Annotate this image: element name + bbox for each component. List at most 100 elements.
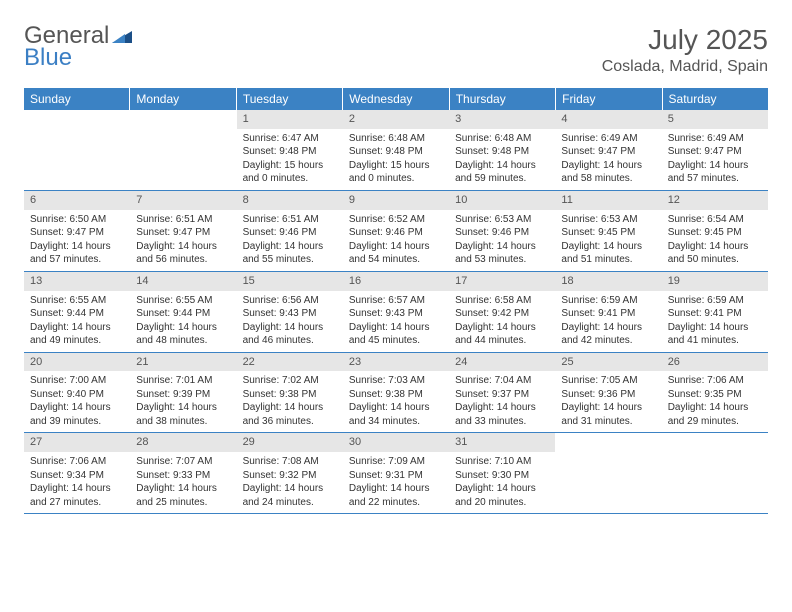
day-number: 26 [662,353,768,372]
day-number: 3 [449,110,555,129]
day-details: Sunrise: 6:53 AMSunset: 9:46 PMDaylight:… [449,210,555,271]
day-details: Sunrise: 6:47 AMSunset: 9:48 PMDaylight:… [237,129,343,190]
day-details: Sunrise: 7:10 AMSunset: 9:30 PMDaylight:… [449,452,555,513]
day-details: Sunrise: 7:01 AMSunset: 9:39 PMDaylight:… [130,371,236,432]
day-details: Sunrise: 6:48 AMSunset: 9:48 PMDaylight:… [449,129,555,190]
day-cell: 5Sunrise: 6:49 AMSunset: 9:47 PMDaylight… [662,110,768,190]
day-cell: 4Sunrise: 6:49 AMSunset: 9:47 PMDaylight… [555,110,661,190]
day-details: Sunrise: 6:51 AMSunset: 9:46 PMDaylight:… [237,210,343,271]
day-cell: 21Sunrise: 7:01 AMSunset: 9:39 PMDayligh… [130,353,236,433]
day-cell: 10Sunrise: 6:53 AMSunset: 9:46 PMDayligh… [449,191,555,271]
day-details: Sunrise: 6:56 AMSunset: 9:43 PMDaylight:… [237,291,343,352]
day-number: 11 [555,191,661,210]
day-number: 14 [130,272,236,291]
day-number: 19 [662,272,768,291]
day-cell: 12Sunrise: 6:54 AMSunset: 9:45 PMDayligh… [662,191,768,271]
day-number: 28 [130,433,236,452]
triangle-icon [112,24,132,48]
day-number: 8 [237,191,343,210]
weekday-header: Saturday [663,88,768,110]
day-details: Sunrise: 7:02 AMSunset: 9:38 PMDaylight:… [237,371,343,432]
day-cell: 11Sunrise: 6:53 AMSunset: 9:45 PMDayligh… [555,191,661,271]
day-number: 25 [555,353,661,372]
page-title: July 2025 [602,24,768,56]
weekday-header: Friday [556,88,662,110]
day-number: 21 [130,353,236,372]
day-cell: 24Sunrise: 7:04 AMSunset: 9:37 PMDayligh… [449,353,555,433]
location-text: Coslada, Madrid, Spain [602,58,768,76]
day-cell: 13Sunrise: 6:55 AMSunset: 9:44 PMDayligh… [24,272,130,352]
week-row: 6Sunrise: 6:50 AMSunset: 9:47 PMDaylight… [24,191,768,272]
day-number: 23 [343,353,449,372]
day-number: 5 [662,110,768,129]
header: GeneralBlue July 2025 Coslada, Madrid, S… [24,24,768,76]
brand-part2: Blue [24,46,132,70]
empty-cell [24,110,130,190]
day-details: Sunrise: 7:00 AMSunset: 9:40 PMDaylight:… [24,371,130,432]
day-number: 29 [237,433,343,452]
day-cell: 2Sunrise: 6:48 AMSunset: 9:48 PMDaylight… [343,110,449,190]
day-details: Sunrise: 6:49 AMSunset: 9:47 PMDaylight:… [662,129,768,190]
brand-logo: GeneralBlue [24,24,132,70]
day-details: Sunrise: 6:54 AMSunset: 9:45 PMDaylight:… [662,210,768,271]
day-number: 20 [24,353,130,372]
day-cell: 25Sunrise: 7:05 AMSunset: 9:36 PMDayligh… [555,353,661,433]
day-number: 18 [555,272,661,291]
weekday-header: Sunday [24,88,130,110]
day-cell: 18Sunrise: 6:59 AMSunset: 9:41 PMDayligh… [555,272,661,352]
day-number: 27 [24,433,130,452]
day-details: Sunrise: 6:59 AMSunset: 9:41 PMDaylight:… [662,291,768,352]
weekday-header: Wednesday [343,88,449,110]
day-number: 16 [343,272,449,291]
day-number: 13 [24,272,130,291]
day-cell: 19Sunrise: 6:59 AMSunset: 9:41 PMDayligh… [662,272,768,352]
day-details: Sunrise: 6:48 AMSunset: 9:48 PMDaylight:… [343,129,449,190]
day-number: 30 [343,433,449,452]
empty-cell [662,433,768,513]
day-number: 10 [449,191,555,210]
day-cell: 8Sunrise: 6:51 AMSunset: 9:46 PMDaylight… [237,191,343,271]
day-cell: 30Sunrise: 7:09 AMSunset: 9:31 PMDayligh… [343,433,449,513]
day-cell: 22Sunrise: 7:02 AMSunset: 9:38 PMDayligh… [237,353,343,433]
week-row: 13Sunrise: 6:55 AMSunset: 9:44 PMDayligh… [24,272,768,353]
weekday-header: Thursday [450,88,556,110]
day-cell: 28Sunrise: 7:07 AMSunset: 9:33 PMDayligh… [130,433,236,513]
day-details: Sunrise: 7:06 AMSunset: 9:35 PMDaylight:… [662,371,768,432]
day-cell: 29Sunrise: 7:08 AMSunset: 9:32 PMDayligh… [237,433,343,513]
day-details: Sunrise: 7:08 AMSunset: 9:32 PMDaylight:… [237,452,343,513]
day-details: Sunrise: 7:06 AMSunset: 9:34 PMDaylight:… [24,452,130,513]
day-cell: 14Sunrise: 6:55 AMSunset: 9:44 PMDayligh… [130,272,236,352]
day-cell: 1Sunrise: 6:47 AMSunset: 9:48 PMDaylight… [237,110,343,190]
day-cell: 9Sunrise: 6:52 AMSunset: 9:46 PMDaylight… [343,191,449,271]
day-details: Sunrise: 7:07 AMSunset: 9:33 PMDaylight:… [130,452,236,513]
day-details: Sunrise: 7:09 AMSunset: 9:31 PMDaylight:… [343,452,449,513]
day-details: Sunrise: 6:55 AMSunset: 9:44 PMDaylight:… [130,291,236,352]
day-number: 4 [555,110,661,129]
empty-cell [555,433,661,513]
day-details: Sunrise: 6:50 AMSunset: 9:47 PMDaylight:… [24,210,130,271]
day-number: 17 [449,272,555,291]
day-cell: 20Sunrise: 7:00 AMSunset: 9:40 PMDayligh… [24,353,130,433]
calendar-grid: 1Sunrise: 6:47 AMSunset: 9:48 PMDaylight… [24,110,768,514]
day-details: Sunrise: 6:53 AMSunset: 9:45 PMDaylight:… [555,210,661,271]
day-number: 6 [24,191,130,210]
day-cell: 6Sunrise: 6:50 AMSunset: 9:47 PMDaylight… [24,191,130,271]
week-row: 20Sunrise: 7:00 AMSunset: 9:40 PMDayligh… [24,353,768,434]
day-cell: 16Sunrise: 6:57 AMSunset: 9:43 PMDayligh… [343,272,449,352]
day-details: Sunrise: 6:58 AMSunset: 9:42 PMDaylight:… [449,291,555,352]
day-number: 15 [237,272,343,291]
day-cell: 7Sunrise: 6:51 AMSunset: 9:47 PMDaylight… [130,191,236,271]
title-block: July 2025 Coslada, Madrid, Spain [602,24,768,76]
day-number: 9 [343,191,449,210]
day-cell: 17Sunrise: 6:58 AMSunset: 9:42 PMDayligh… [449,272,555,352]
day-number: 7 [130,191,236,210]
weekday-header-row: SundayMondayTuesdayWednesdayThursdayFrid… [24,88,768,110]
day-details: Sunrise: 6:59 AMSunset: 9:41 PMDaylight:… [555,291,661,352]
week-row: 27Sunrise: 7:06 AMSunset: 9:34 PMDayligh… [24,433,768,514]
day-number: 24 [449,353,555,372]
day-cell: 31Sunrise: 7:10 AMSunset: 9:30 PMDayligh… [449,433,555,513]
day-cell: 26Sunrise: 7:06 AMSunset: 9:35 PMDayligh… [662,353,768,433]
day-details: Sunrise: 6:52 AMSunset: 9:46 PMDaylight:… [343,210,449,271]
day-number: 12 [662,191,768,210]
day-number: 22 [237,353,343,372]
